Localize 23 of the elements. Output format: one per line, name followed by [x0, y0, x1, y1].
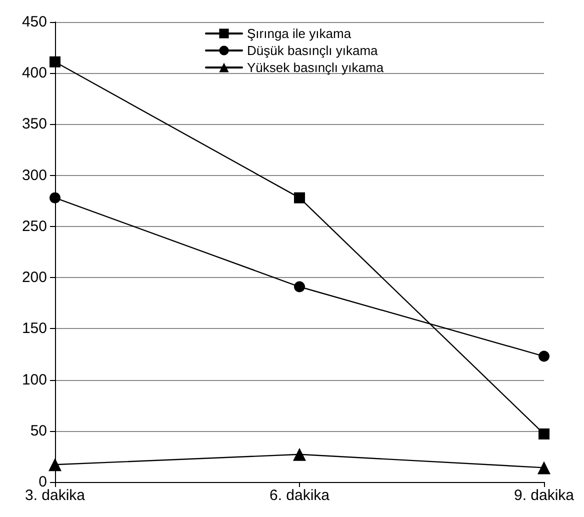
- point: [50, 192, 60, 204]
- point: [294, 281, 305, 292]
- x-tick-label: 6. dakika: [269, 487, 330, 504]
- point: [538, 461, 550, 474]
- point: [48, 458, 62, 472]
- legend-label: Şırınga ile yıkama: [247, 26, 352, 41]
- legend-label: Düşük basınçlı yıkama: [247, 43, 379, 58]
- y-tick-label: 400: [22, 64, 47, 82]
- y-tick-label: 150: [22, 320, 47, 338]
- point: [538, 428, 550, 440]
- y-tick-label: 450: [22, 14, 47, 30]
- y-tick-label: 250: [22, 218, 47, 235]
- point: [50, 56, 60, 68]
- y-tick-label: 50: [30, 422, 47, 440]
- point: [538, 350, 550, 362]
- x-tick-label: 9. dakika: [514, 487, 575, 504]
- point: [294, 192, 305, 204]
- y-tick-label: 350: [22, 116, 47, 133]
- y-tick-label: 200: [22, 269, 47, 286]
- legend-label: Yüksek basınçlı yıkama: [247, 60, 384, 75]
- y-tick-label: 100: [22, 371, 47, 388]
- y-tick-label: 300: [22, 166, 47, 184]
- point: [293, 448, 306, 461]
